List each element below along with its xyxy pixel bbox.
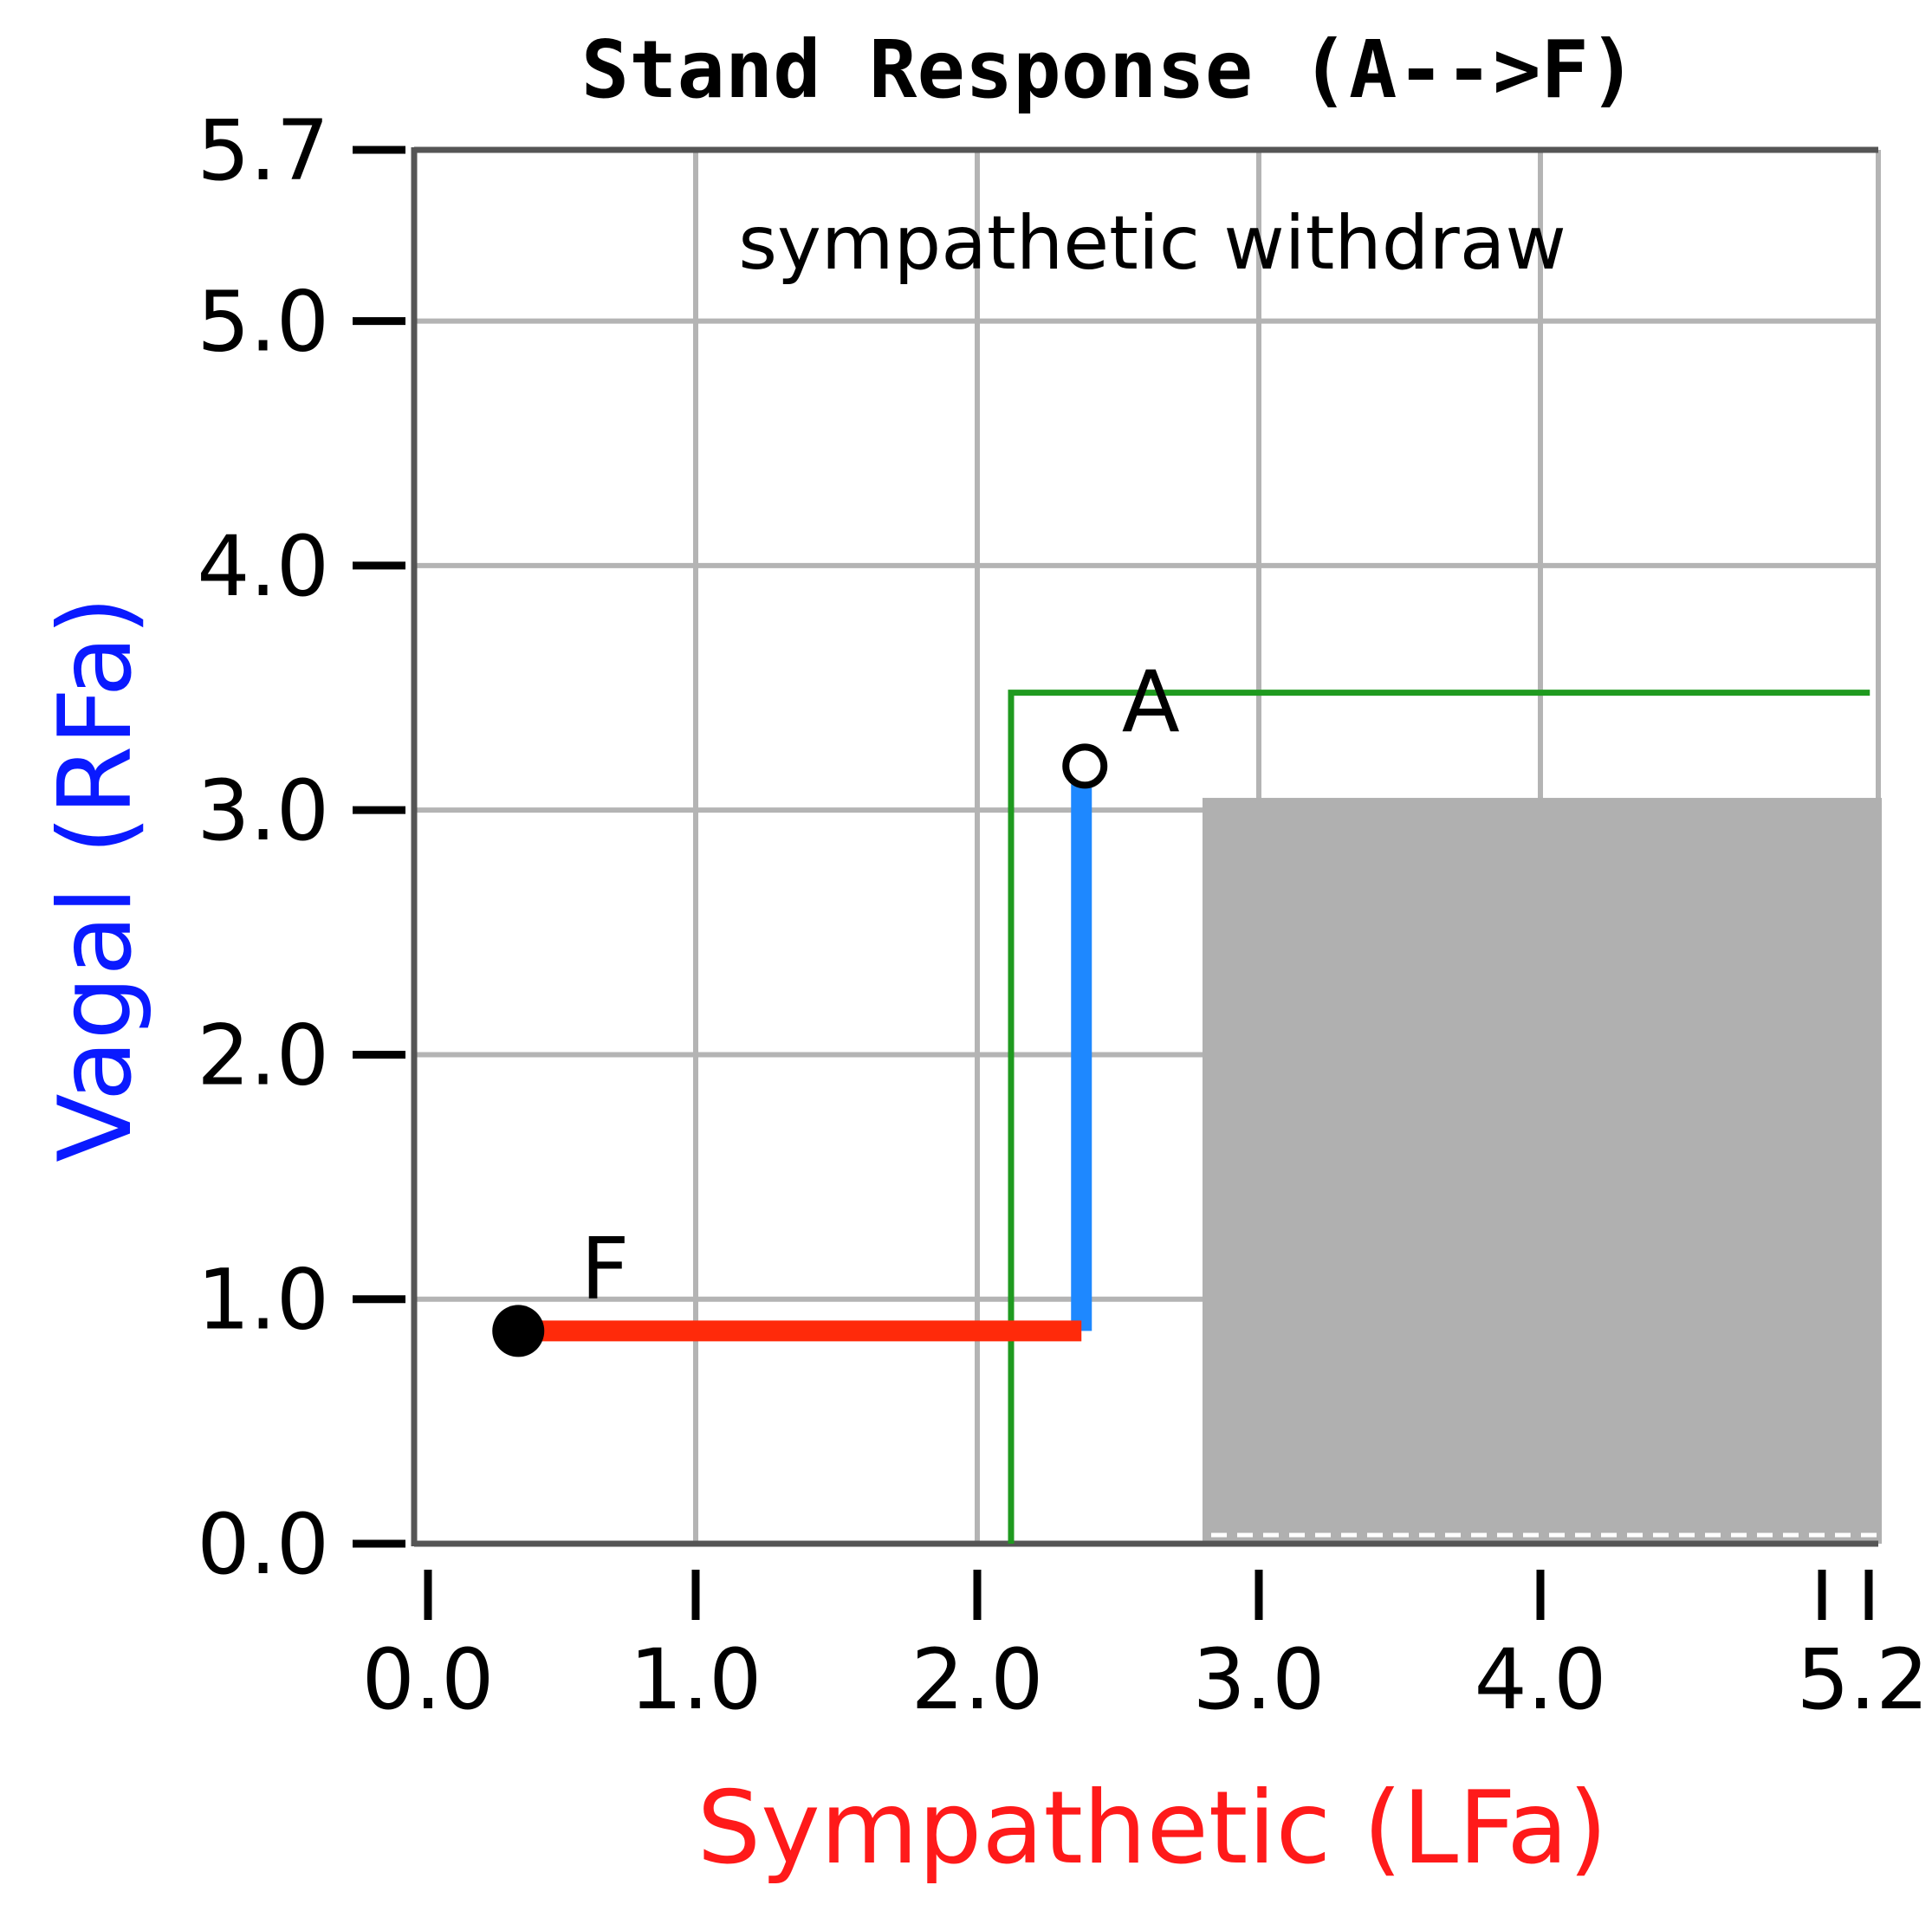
y-tick-label-1: 1.0 (197, 1252, 329, 1349)
point-label-F: F (580, 1220, 629, 1318)
x-tick-label-1: 1.0 (630, 1631, 762, 1728)
y-tick-label-0: 0.0 (197, 1496, 329, 1593)
shaded-region (1203, 798, 1882, 1544)
point-label-A: A (1122, 653, 1180, 752)
x-tick-label-3: 3.0 (1193, 1631, 1326, 1728)
annotation-sympathetic-withdraw: sympathetic withdraw (738, 200, 1566, 287)
y-tick-label-3: 3.0 (197, 762, 329, 859)
y-tick-label-6: 5.7 (197, 102, 329, 199)
axes: 0.0 1.0 2.0 3.0 4.0 5.0 5.7 0.0 1.0 2.0 3.0 4.0 5.2 (197, 102, 1929, 1728)
x-tick-label-5: 5.2 (1797, 1631, 1929, 1728)
y-tick-label-5: 5.0 (197, 274, 329, 371)
threshold-lines (1008, 690, 1870, 1544)
threshold-line-0 (1008, 690, 1870, 1544)
chart-title: Stand Response (A-->F) (581, 23, 1637, 116)
points: AF (492, 653, 1180, 1357)
y-tick-label-4: 4.0 (197, 518, 329, 615)
y-axis-label: Vagal (RFa) (37, 596, 154, 1163)
x-tick-label-0: 0.0 (362, 1631, 495, 1728)
series-lines (518, 766, 1092, 1342)
y-tick-label-2: 2.0 (197, 1007, 329, 1104)
point-marker-A (1062, 743, 1108, 789)
x-axis-label: Sympathetic (LFa) (697, 1770, 1607, 1887)
x-tick-label-4: 4.0 (1475, 1631, 1607, 1728)
x-tick-label-2: 2.0 (911, 1631, 1044, 1728)
point-marker-F (492, 1305, 545, 1357)
